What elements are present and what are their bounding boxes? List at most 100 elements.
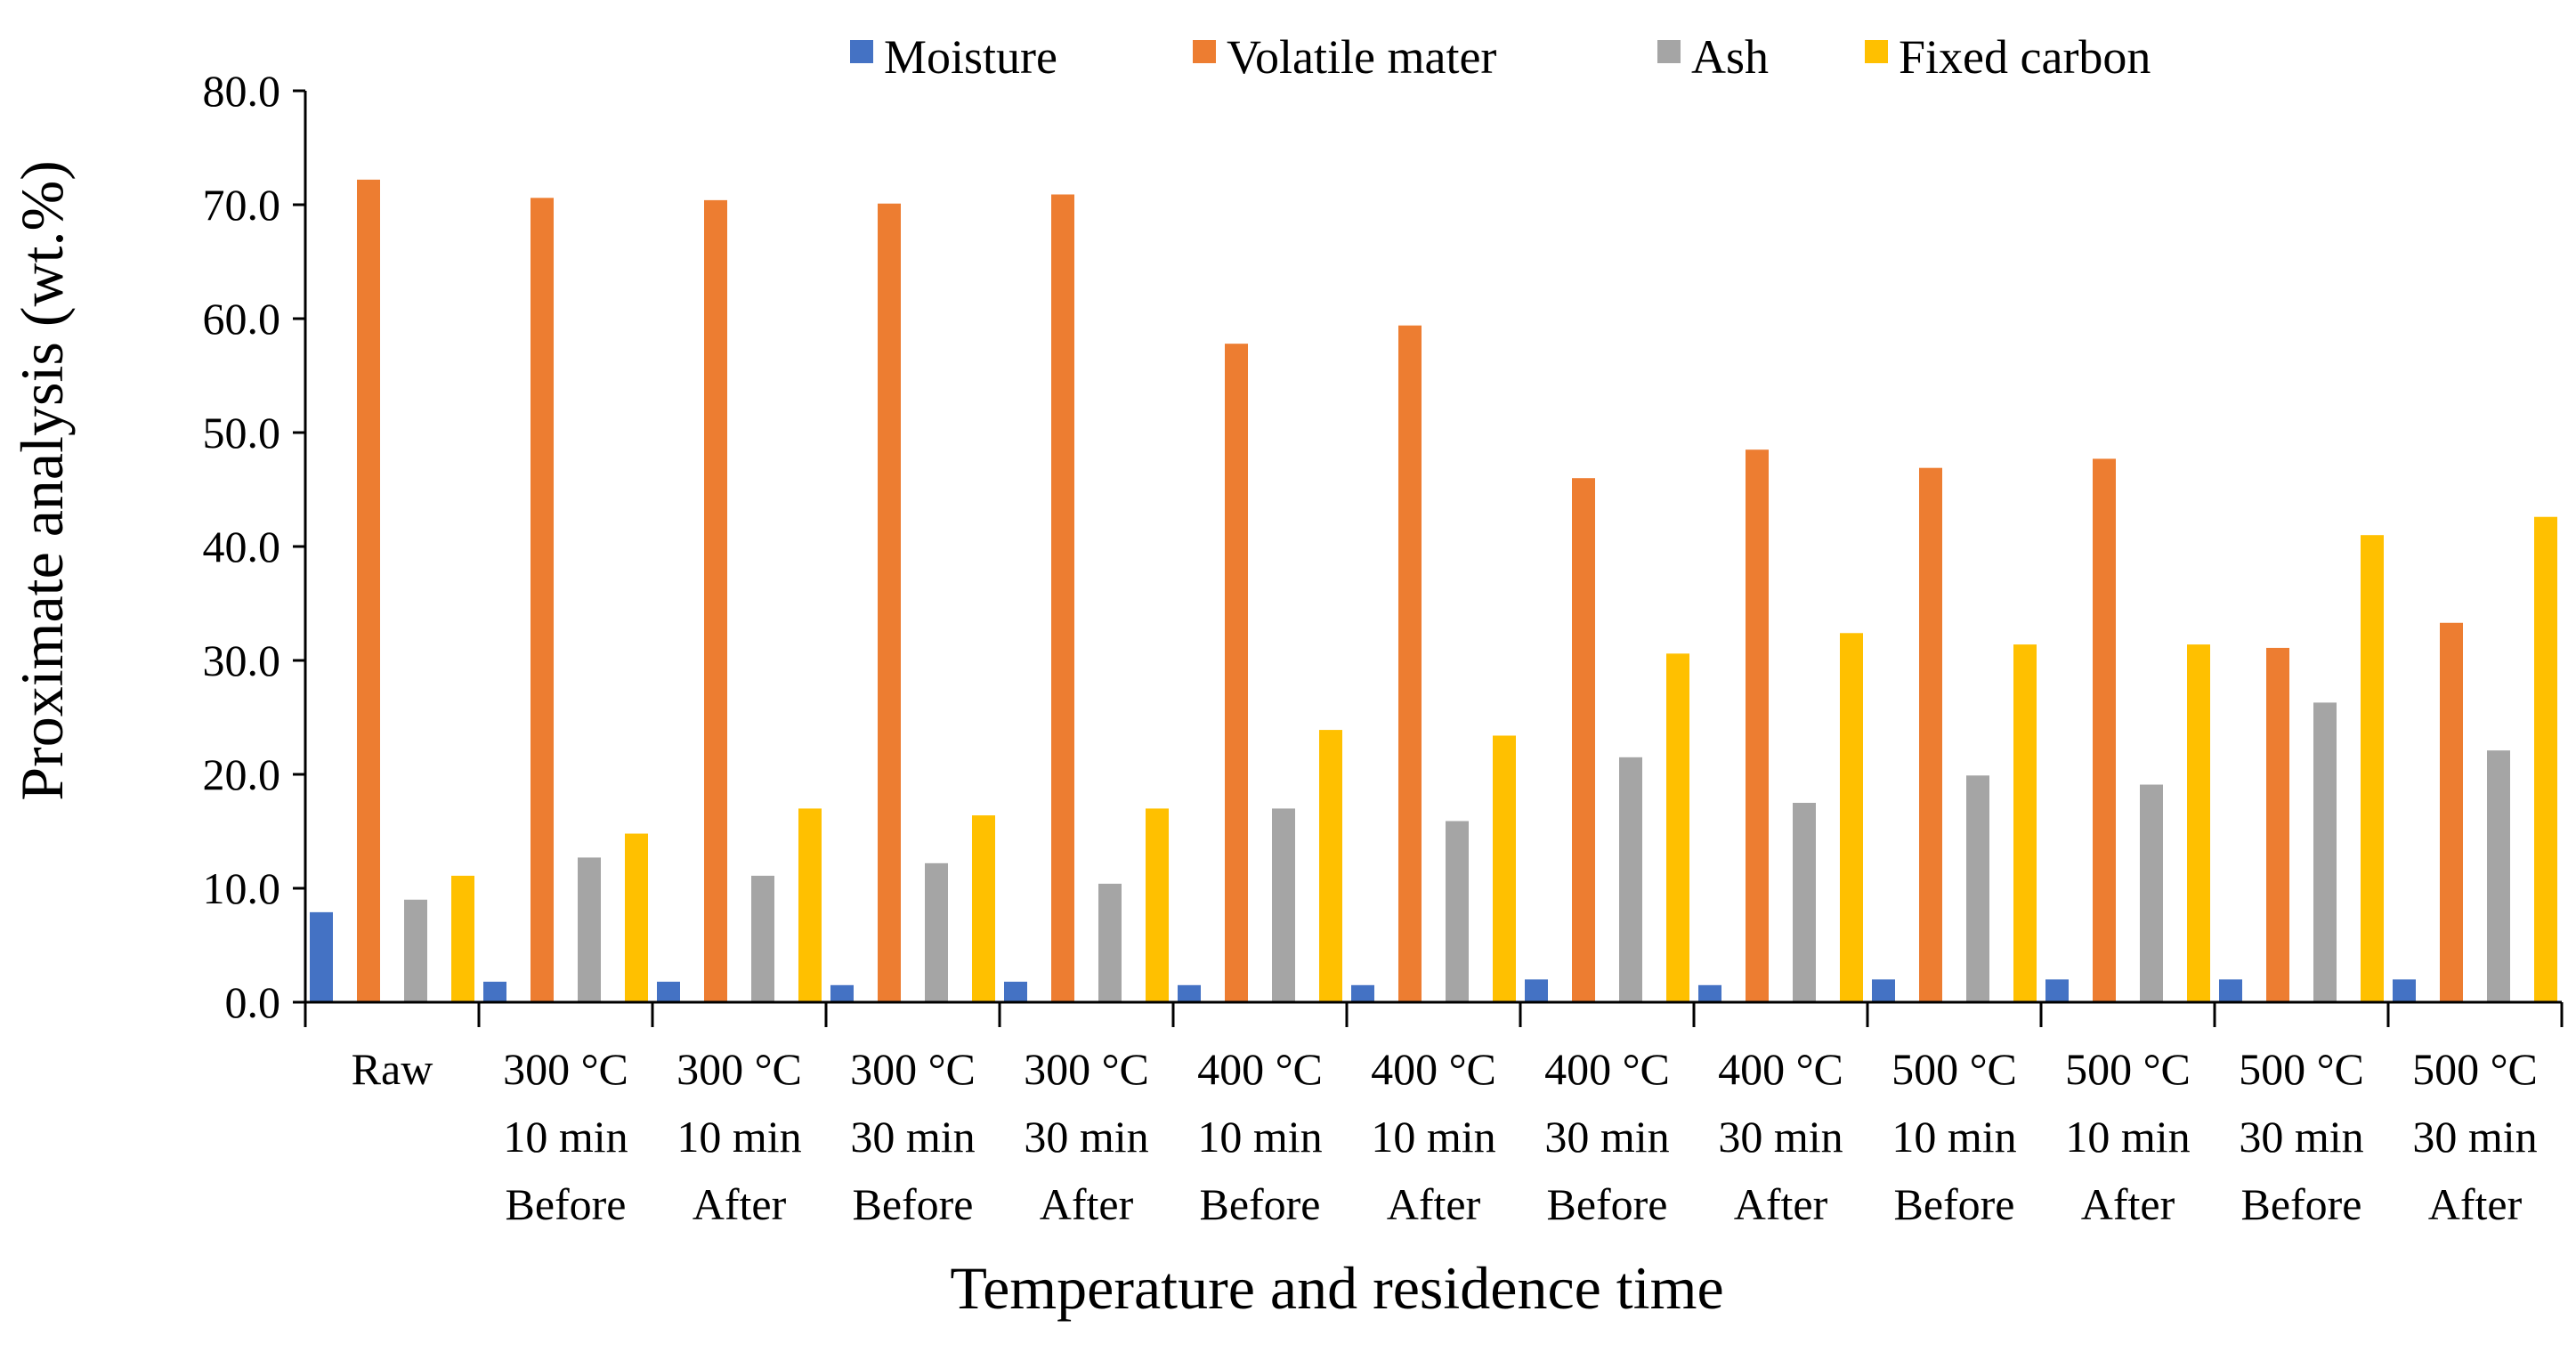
x-tick-label: 10 min [676,1112,801,1162]
y-tick-label: 50.0 [203,408,281,457]
y-tick-label: 0.0 [225,977,281,1027]
x-tick-label: 500 °C [1891,1044,2017,1094]
bar-fixed-carbon [2534,516,2557,1002]
x-tick-label: 30 min [1024,1112,1148,1162]
bar-volatile-mater [531,198,554,1002]
x-axis-title: Temperature and residence time [950,1254,1723,1322]
bar-fixed-carbon [2187,644,2210,1002]
x-tick-label: 500 °C [2412,1044,2538,1094]
y-axis: 0.0 10.0 20.0 30.0 40.0 50.0 60.0 70.0 80.0 [203,66,307,1027]
x-tick-label: 30 min [2239,1112,2363,1162]
bar-volatile-mater [2266,647,2289,1002]
bar-ash [2487,750,2510,1002]
x-tick-label: 400 °C [1197,1044,1323,1094]
legend-swatch [1865,40,1888,63]
x-tick-label: 300 °C [1024,1044,1149,1094]
x-tick-label: After [1040,1179,1134,1229]
x-tick-label: 400 °C [1544,1044,1670,1094]
x-tick-label: Raw [352,1044,433,1094]
bar-fixed-carbon [2013,644,2037,1002]
bar-volatile-mater [1572,478,1595,1002]
x-tick-label: After [2428,1179,2523,1229]
bar-volatile-mater [1919,467,1942,1002]
y-tick-label: 40.0 [203,522,281,571]
bar-volatile-mater [1225,344,1248,1002]
y-tick-label: 10.0 [203,863,281,913]
bar-volatile-mater [878,203,901,1003]
bar-volatile-mater [1051,194,1074,1003]
bar-volatile-mater [357,179,380,1003]
bar-volatile-mater [704,199,727,1002]
x-tick-label: 10 min [1891,1112,2016,1162]
x-tick-label: Before [1199,1179,1320,1229]
bar-moisture [1351,984,1374,1002]
x-tick-label: After [1734,1179,1828,1229]
bar-moisture [830,984,854,1002]
bar-ash [2313,702,2337,1002]
x-tick-label: 10 min [1197,1112,1322,1162]
bar-ash [1619,757,1642,1002]
x-tick-label: After [1387,1179,1481,1229]
bar-ash [404,899,427,1002]
y-tick-label: 70.0 [203,180,281,230]
bar-ash [751,875,774,1002]
bar-volatile-mater [2093,458,2116,1002]
bar-ash [1966,775,1989,1002]
x-tick-label: 500 °C [2065,1044,2191,1094]
y-tick-label: 80.0 [203,66,281,116]
bar-fixed-carbon [1319,730,1342,1002]
bar-fixed-carbon [972,815,995,1002]
bar-ash [2140,784,2163,1002]
bar-fixed-carbon [798,808,822,1002]
y-axis-title: Proximate analysis (wt.%) [8,160,76,801]
y-tick-label: 20.0 [203,749,281,799]
bar-fixed-carbon [1666,653,1689,1002]
bar-moisture [1004,981,1027,1002]
x-tick-label: 30 min [1718,1112,1843,1162]
x-axis: Raw 300 °C 10 min Before 300 °C 10 min After 30… [304,1000,2564,1229]
x-tick-label: 300 °C [850,1044,976,1094]
x-tick-label: 500 °C [2239,1044,2364,1094]
bar-ash [1446,821,1469,1002]
legend-swatch [1193,40,1216,63]
y-tick-label: 30.0 [203,636,281,685]
bar-volatile-mater [2440,622,2463,1002]
x-tick-label: After [2081,1179,2175,1229]
x-tick-label: Before [505,1179,626,1229]
legend-label: Fixed carbon [1899,30,2151,84]
bar-fixed-carbon [1146,808,1169,1002]
x-tick-label: 30 min [850,1112,975,1162]
legend-label: Volatile mater [1227,30,1496,84]
bar-fixed-carbon [1493,735,1516,1002]
x-tick-label: Before [1546,1179,1667,1229]
x-tick-label: Before [852,1179,973,1229]
legend: Moisture Volatile mater Ash Fixed carbon [850,30,2151,84]
bar-ash [1272,808,1295,1002]
bar-moisture [657,981,680,1002]
x-tick-label: 400 °C [1371,1044,1496,1094]
x-tick-label: 30 min [2412,1112,2537,1162]
x-tick-label: After [693,1179,787,1229]
bar-ash [578,857,601,1002]
x-tick-label: Before [1893,1179,2014,1229]
bar-moisture [2045,979,2069,1002]
legend-label: Moisture [884,30,1057,84]
bar-moisture [310,911,333,1002]
y-tick-label: 60.0 [203,294,281,344]
bar-moisture [2393,979,2416,1002]
legend-label: Ash [1691,30,1769,84]
legend-swatch [850,40,873,63]
legend-swatch [1657,40,1681,63]
bar-moisture [1178,984,1201,1002]
x-tick-label: 400 °C [1718,1044,1843,1094]
x-tick-label: 30 min [1544,1112,1669,1162]
bar-moisture [1525,979,1548,1002]
bar-moisture [2219,979,2242,1002]
bar-volatile-mater [1746,449,1769,1002]
x-tick-label: Before [2240,1179,2361,1229]
bar-ash [925,862,948,1002]
x-tick-label: 10 min [1371,1112,1495,1162]
x-tick-label: 300 °C [676,1044,802,1094]
bar-moisture [1698,984,1721,1002]
